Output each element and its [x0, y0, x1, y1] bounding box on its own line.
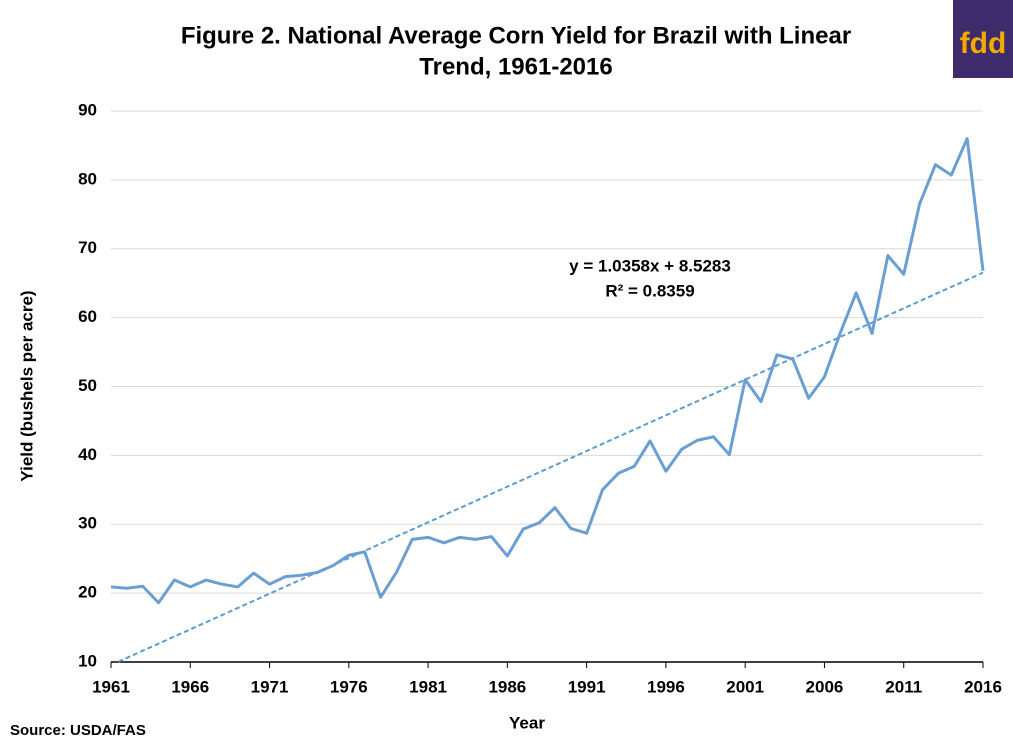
x-tick-label: 2016 — [964, 677, 1002, 696]
y-tick-label: 60 — [78, 307, 97, 326]
x-tick-label: 1966 — [171, 677, 209, 696]
y-tick-label: 70 — [78, 238, 97, 257]
logo: fdd — [960, 27, 1007, 60]
y-tick-label: 40 — [78, 445, 97, 464]
x-tick-label: 1986 — [488, 677, 526, 696]
y-tick-label: 90 — [78, 100, 97, 119]
trend-line — [113, 271, 984, 663]
x-axis-label: Year — [509, 713, 545, 732]
annotation: y = 1.0358x + 8.5283 — [569, 256, 731, 275]
x-tick-label: 1991 — [568, 677, 606, 696]
y-tick-label: 50 — [78, 376, 97, 395]
x-tick-label: 1961 — [92, 677, 130, 696]
source: Source: USDA/FAS — [10, 722, 146, 739]
chart-title: Figure 2. National Average Corn Yield fo… — [181, 22, 851, 49]
chart-title: Trend, 1961-2016 — [419, 53, 612, 80]
y-tick-label: 20 — [78, 583, 97, 602]
data-line — [110, 137, 985, 605]
x-tick-label: 1976 — [330, 677, 368, 696]
logo-box — [953, 0, 1013, 78]
x-tick-label: 1981 — [409, 677, 447, 696]
y-tick-label: 30 — [78, 514, 97, 533]
y-axis-label: Yield (bushels per acre) — [17, 290, 36, 481]
y-tick-label: 10 — [78, 651, 97, 670]
y-tick-label: 80 — [78, 169, 97, 188]
x-tick-label: 1996 — [647, 677, 685, 696]
annotation: R² = 0.8359 — [605, 281, 694, 300]
x-tick-label: 1971 — [251, 677, 289, 696]
x-tick-label: 2006 — [806, 677, 844, 696]
x-tick-label: 2001 — [726, 677, 764, 696]
x-tick-label: 2011 — [885, 677, 922, 696]
